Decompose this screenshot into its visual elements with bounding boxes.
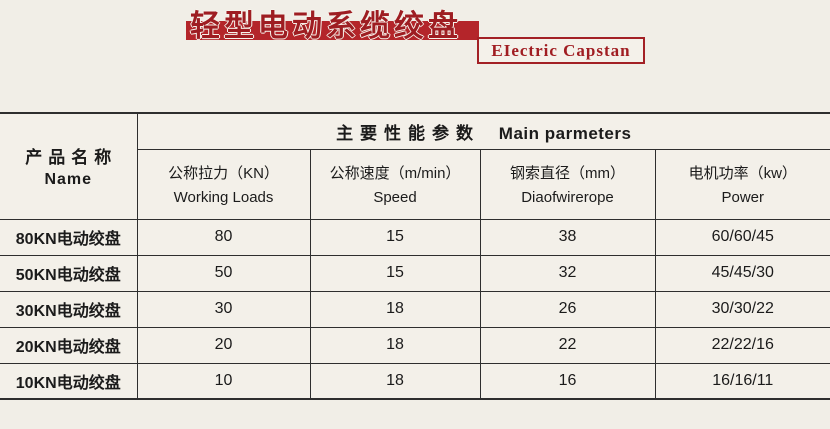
table-row: 10KN电动绞盘 10 18 16 16/16/11 <box>0 362 830 400</box>
col-speed-en: Speed <box>373 189 417 206</box>
cell-rope-dia: 26 <box>479 290 656 328</box>
cell-power: 22/22/16 <box>654 326 830 364</box>
cell-speed: 15 <box>309 218 481 256</box>
column-header-power: 电机功率（kw） Power <box>654 148 830 220</box>
table-row: 80KN电动绞盘 80 15 38 60/60/45 <box>0 218 830 256</box>
cell-rope-dia: 16 <box>479 362 656 400</box>
col-rope-dia-en: Diaofwirerope <box>521 189 614 206</box>
cell-product-name: 80KN电动绞盘 <box>0 218 138 256</box>
col-working-loads-zh: 公称拉力（KN） <box>168 165 279 182</box>
name-header-en: Name <box>44 171 93 189</box>
col-power-zh: 电机功率（kw） <box>688 165 797 182</box>
cell-working-load: 50 <box>136 254 311 292</box>
cell-working-load: 20 <box>136 326 311 364</box>
cell-speed: 18 <box>309 290 481 328</box>
cell-rope-dia: 38 <box>479 218 656 256</box>
subtitle-box: EIectric Capstan <box>477 37 645 64</box>
name-header-zh: 产品名称 <box>25 148 118 168</box>
spec-table: 产品名称 Name 主要性能参数 Main parmeters 公称拉力（KN）… <box>0 112 830 400</box>
column-header-speed: 公称速度（m/min） Speed <box>309 148 481 220</box>
cell-speed: 15 <box>309 254 481 292</box>
column-header-rope-dia: 钢索直径（mm） Diaofwirerope <box>479 148 656 220</box>
col-speed-zh: 公称速度（m/min） <box>329 165 461 182</box>
table-row: 30KN电动绞盘 30 18 26 30/30/22 <box>0 290 830 328</box>
cell-working-load: 80 <box>136 218 311 256</box>
cell-rope-dia: 22 <box>479 326 656 364</box>
cell-product-name: 20KN电动绞盘 <box>0 326 138 364</box>
name-column-header: 产品名称 Name <box>0 112 138 220</box>
page-title: 轻型电动系缆绞盘 <box>190 10 462 43</box>
header-row-columns: 公称拉力（KN） Working Loads 公称速度（m/min） Speed… <box>0 148 830 220</box>
title-banner-bar <box>186 21 479 40</box>
column-header-working-loads: 公称拉力（KN） Working Loads <box>137 148 311 220</box>
table-row: 50KN电动绞盘 50 15 32 45/45/30 <box>0 254 830 292</box>
cell-working-load: 30 <box>136 290 311 328</box>
cell-power: 30/30/22 <box>654 290 830 328</box>
cell-power: 60/60/45 <box>654 218 830 256</box>
cell-product-name: 30KN电动绞盘 <box>0 290 138 328</box>
cell-rope-dia: 32 <box>479 254 656 292</box>
header-row-main: 产品名称 Name 主要性能参数 Main parmeters <box>0 112 830 220</box>
cell-power: 45/45/30 <box>654 254 830 292</box>
col-working-loads-en: Working Loads <box>173 189 274 206</box>
main-header-en: Main parmeters <box>498 123 632 143</box>
table-row: 20KN电动绞盘 20 18 22 22/22/16 <box>0 326 830 364</box>
subtitle-text: EIectric Capstan <box>491 40 631 60</box>
main-header-zh: 主要性能参数 <box>336 123 481 143</box>
cell-power: 16/16/11 <box>654 362 830 400</box>
col-rope-dia-zh: 钢索直径（mm） <box>510 165 625 182</box>
col-power-en: Power <box>721 189 765 206</box>
cell-working-load: 10 <box>136 362 311 400</box>
cell-speed: 18 <box>309 362 481 400</box>
main-parameters-header: 主要性能参数 Main parmeters <box>136 112 830 150</box>
cell-product-name: 10KN电动绞盘 <box>0 362 138 400</box>
cell-speed: 18 <box>309 326 481 364</box>
cell-product-name: 50KN电动绞盘 <box>0 254 138 292</box>
